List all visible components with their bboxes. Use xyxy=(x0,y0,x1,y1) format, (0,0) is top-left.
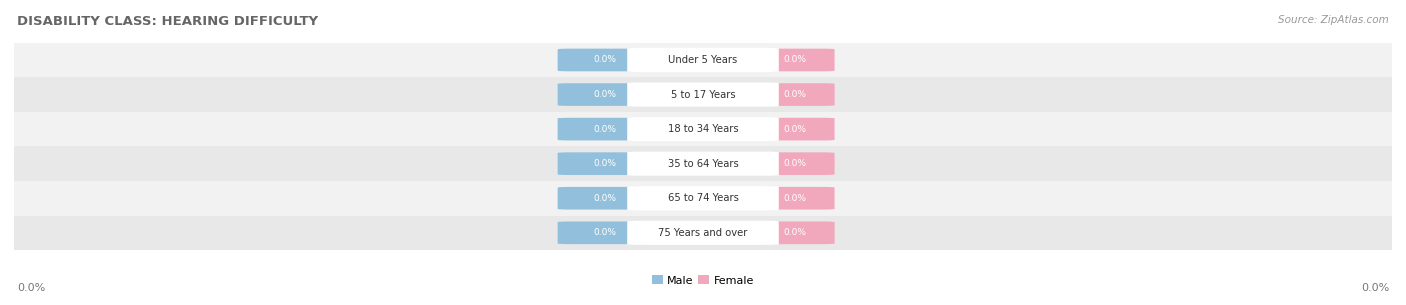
Bar xyxy=(14,112,1392,146)
Bar xyxy=(14,146,1392,181)
FancyBboxPatch shape xyxy=(627,221,779,245)
Text: 0.0%: 0.0% xyxy=(783,194,806,203)
FancyBboxPatch shape xyxy=(558,48,651,71)
FancyBboxPatch shape xyxy=(755,118,835,141)
Text: 75 Years and over: 75 Years and over xyxy=(658,228,748,238)
FancyBboxPatch shape xyxy=(755,221,835,244)
FancyBboxPatch shape xyxy=(558,187,651,210)
FancyBboxPatch shape xyxy=(755,48,835,71)
Bar xyxy=(14,216,1392,250)
FancyBboxPatch shape xyxy=(627,82,779,107)
Text: 0.0%: 0.0% xyxy=(783,90,806,99)
Text: 0.0%: 0.0% xyxy=(593,159,616,168)
Text: 18 to 34 Years: 18 to 34 Years xyxy=(668,124,738,134)
Text: 35 to 64 Years: 35 to 64 Years xyxy=(668,159,738,169)
FancyBboxPatch shape xyxy=(627,186,779,210)
Text: 0.0%: 0.0% xyxy=(593,56,616,64)
Text: 0.0%: 0.0% xyxy=(593,90,616,99)
Text: 0.0%: 0.0% xyxy=(783,125,806,134)
FancyBboxPatch shape xyxy=(558,118,651,141)
Bar xyxy=(14,43,1392,77)
FancyBboxPatch shape xyxy=(558,83,651,106)
Text: 5 to 17 Years: 5 to 17 Years xyxy=(671,90,735,99)
Bar xyxy=(14,181,1392,216)
FancyBboxPatch shape xyxy=(627,117,779,141)
FancyBboxPatch shape xyxy=(627,152,779,176)
Text: 0.0%: 0.0% xyxy=(783,56,806,64)
Text: 0.0%: 0.0% xyxy=(17,283,45,293)
Text: Source: ZipAtlas.com: Source: ZipAtlas.com xyxy=(1278,15,1389,25)
Text: 0.0%: 0.0% xyxy=(783,228,806,237)
Legend: Male, Female: Male, Female xyxy=(647,271,759,290)
Text: 0.0%: 0.0% xyxy=(783,159,806,168)
Text: 0.0%: 0.0% xyxy=(1361,283,1389,293)
Text: 0.0%: 0.0% xyxy=(593,194,616,203)
Text: 0.0%: 0.0% xyxy=(593,228,616,237)
Text: 65 to 74 Years: 65 to 74 Years xyxy=(668,193,738,203)
FancyBboxPatch shape xyxy=(755,152,835,175)
Text: Under 5 Years: Under 5 Years xyxy=(668,55,738,65)
Bar xyxy=(14,77,1392,112)
Text: DISABILITY CLASS: HEARING DIFFICULTY: DISABILITY CLASS: HEARING DIFFICULTY xyxy=(17,15,318,28)
Text: 0.0%: 0.0% xyxy=(593,125,616,134)
FancyBboxPatch shape xyxy=(755,187,835,210)
FancyBboxPatch shape xyxy=(627,48,779,72)
FancyBboxPatch shape xyxy=(558,221,651,244)
FancyBboxPatch shape xyxy=(755,83,835,106)
FancyBboxPatch shape xyxy=(558,152,651,175)
